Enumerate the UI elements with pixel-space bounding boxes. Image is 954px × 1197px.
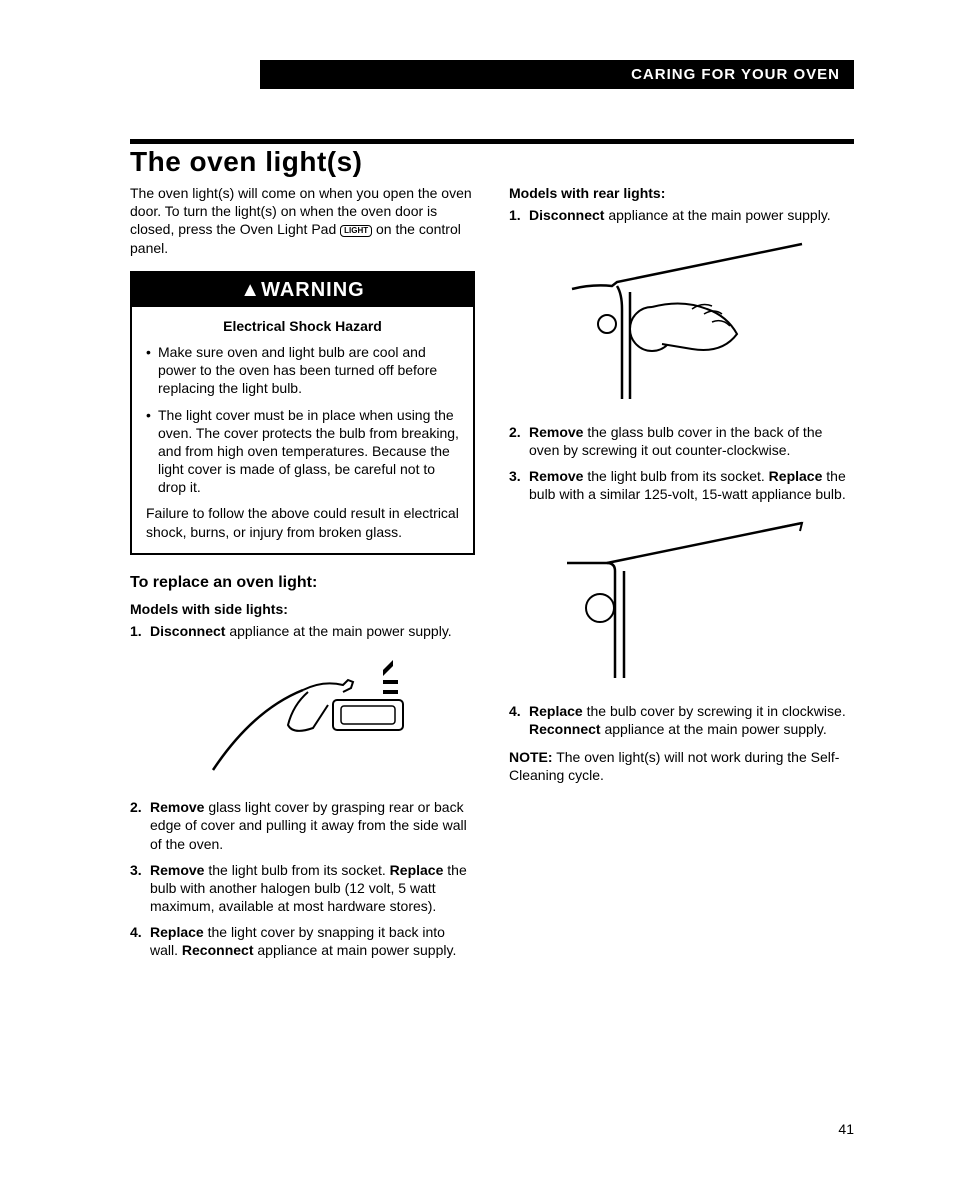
section-header: CARING FOR YOUR OVEN — [260, 60, 854, 89]
side-figure — [130, 650, 475, 784]
step-bold: Replace — [769, 468, 823, 484]
step-bold: Remove — [529, 468, 583, 484]
rear-step-2: Remove the glass bulb cover in the back … — [509, 423, 854, 459]
step-text: appliance at the main power supply. — [601, 721, 827, 737]
note-paragraph: NOTE: The oven light(s) will not work du… — [509, 748, 854, 784]
note-bold: NOTE: — [509, 749, 553, 765]
warning-head-text: WARNING — [261, 279, 365, 301]
hand-pulling-cover-icon — [193, 650, 413, 780]
step-bold: Remove — [529, 424, 583, 440]
step-bold: Replace — [390, 862, 444, 878]
light-pad-icon: LIGHT — [340, 225, 372, 237]
step-bold: Reconnect — [529, 721, 601, 737]
step-bold: Disconnect — [150, 623, 225, 639]
step-text: appliance at the main power supply. — [604, 207, 830, 223]
warning-list: Make sure oven and light bulb are cool a… — [146, 343, 459, 497]
step-text: appliance at main power supply. — [253, 942, 456, 958]
step-bold: Reconnect — [182, 942, 254, 958]
title-rule — [130, 139, 854, 144]
warning-box: ▲WARNING Electrical Shock Hazard Make su… — [130, 271, 475, 555]
rear-step-3: Remove the light bulb from its socket. R… — [509, 467, 854, 503]
right-column: Models with rear lights: Disconnect appl… — [509, 184, 854, 968]
rear-steps: Disconnect appliance at the main power s… — [509, 206, 854, 224]
step-bold: Remove — [150, 862, 204, 878]
side-step-2: Remove glass light cover by grasping rea… — [130, 798, 475, 853]
side-step-4: Replace the light cover by snapping it b… — [130, 923, 475, 959]
hand-unscrew-bulb-icon — [552, 234, 812, 404]
rear-steps-4: Replace the bulb cover by screwing it in… — [509, 702, 854, 738]
page-title: The oven light(s) — [130, 146, 854, 178]
warning-heading: ▲WARNING — [132, 273, 473, 307]
warning-bullet: The light cover must be in place when us… — [146, 406, 459, 497]
rear-step-1: Disconnect appliance at the main power s… — [509, 206, 854, 224]
step-bold: Replace — [529, 703, 583, 719]
side-step-3: Remove the light bulb from its socket. R… — [130, 861, 475, 916]
step-text: the light bulb from its socket. — [583, 468, 768, 484]
side-steps: Disconnect appliance at the main power s… — [130, 622, 475, 640]
rear-steps-2: Remove the glass bulb cover in the back … — [509, 423, 854, 504]
page-number: 41 — [838, 1121, 854, 1137]
warning-tail: Failure to follow the above could result… — [146, 504, 459, 540]
step-bold: Replace — [150, 924, 204, 940]
side-model-head: Models with side lights: — [130, 600, 475, 618]
side-step-1: Disconnect appliance at the main power s… — [130, 622, 475, 640]
left-column: The oven light(s) will come on when you … — [130, 184, 475, 968]
oven-corner-bulb-icon — [552, 513, 812, 683]
note-text: The oven light(s) will not work during t… — [509, 749, 839, 783]
step-text: the bulb cover by screwing it in clockwi… — [583, 703, 846, 719]
replace-heading: To replace an oven light: — [130, 573, 475, 594]
rear-figure-1 — [509, 234, 854, 408]
step-bold: Remove — [150, 799, 204, 815]
intro-paragraph: The oven light(s) will come on when you … — [130, 184, 475, 257]
rear-figure-2 — [509, 513, 854, 687]
step-bold: Disconnect — [529, 207, 604, 223]
rear-model-head: Models with rear lights: — [509, 184, 854, 202]
step-text: the light bulb from its socket. — [204, 862, 389, 878]
side-steps-cont: Remove glass light cover by grasping rea… — [130, 798, 475, 960]
step-text: appliance at the main power supply. — [225, 623, 451, 639]
hazard-title: Electrical Shock Hazard — [146, 317, 459, 335]
warning-triangle-icon: ▲ — [240, 279, 261, 301]
rear-step-4: Replace the bulb cover by screwing it in… — [509, 702, 854, 738]
warning-bullet: Make sure oven and light bulb are cool a… — [146, 343, 459, 398]
